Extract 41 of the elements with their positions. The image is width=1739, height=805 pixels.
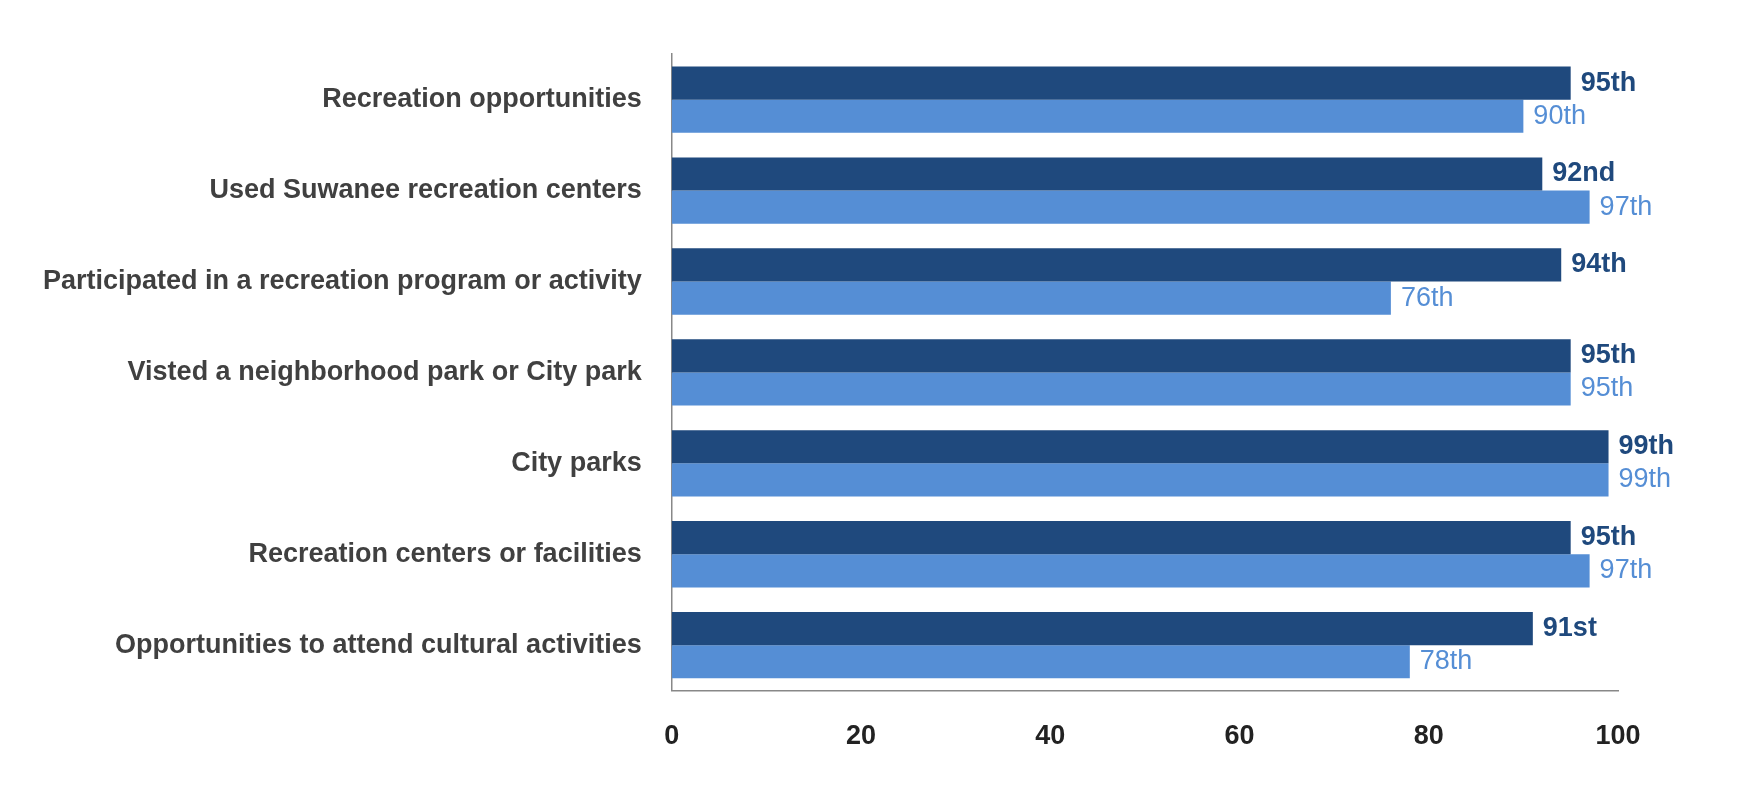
bar <box>671 66 1571 100</box>
data-label: 95th <box>1580 339 1637 370</box>
y-tick-label: Visted a neighborhood park or City park <box>127 355 643 386</box>
data-label: 95th <box>1580 521 1637 552</box>
data-label: 99th <box>1618 430 1675 461</box>
data-label: 76th <box>1400 281 1454 312</box>
bar <box>671 190 1590 224</box>
data-label: 90th <box>1533 99 1586 130</box>
y-tick-label: City parks <box>511 446 642 477</box>
bar <box>671 611 1533 646</box>
bar <box>671 463 1609 497</box>
bar <box>671 430 1609 464</box>
x-tick-label: 60 <box>1224 720 1255 751</box>
x-tick-label: 100 <box>1595 720 1641 751</box>
data-label: 91st <box>1542 612 1597 642</box>
data-label: 95th <box>1580 66 1637 97</box>
bar <box>671 157 1543 191</box>
bar <box>671 248 1562 282</box>
y-tick-label: Used Suwanee recreation centers <box>209 174 642 205</box>
y-tick-label: Recreation opportunities <box>322 83 642 114</box>
data-label: 95th <box>1580 372 1634 403</box>
data-label: 78th <box>1419 645 1473 676</box>
y-tick-label: Participated in a recreation program or activity <box>42 264 642 295</box>
bar <box>671 372 1571 406</box>
y-tick-label: Opportunities to attend cultural activities <box>115 628 642 659</box>
bar <box>671 645 1410 679</box>
x-tick-label: 80 <box>1413 720 1444 751</box>
data-label: 99th <box>1618 463 1672 494</box>
bar <box>671 554 1590 588</box>
y-tick-label: Recreation centers or facilities <box>248 537 642 568</box>
data-label: 94th <box>1571 248 1627 279</box>
x-tick-label: 20 <box>845 720 876 751</box>
data-label: 97th <box>1599 554 1653 585</box>
x-tick-label: 40 <box>1035 720 1066 751</box>
data-label: 92nd <box>1552 157 1616 188</box>
x-tick-label: 0 <box>664 720 680 751</box>
data-label: 97th <box>1599 190 1653 221</box>
bar <box>671 339 1571 373</box>
bar <box>671 99 1524 133</box>
bar <box>671 521 1571 555</box>
bar <box>671 281 1391 315</box>
